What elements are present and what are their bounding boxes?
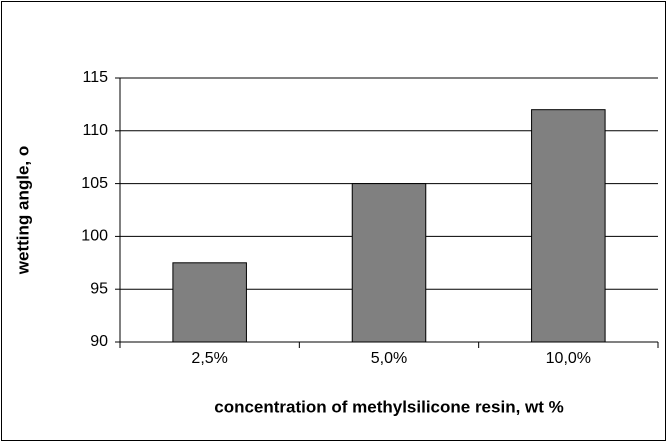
x-tick-label: 10,0% — [546, 350, 591, 367]
x-tick-label: 2,5% — [191, 350, 227, 367]
bar — [172, 262, 247, 343]
y-tick-label: 105 — [81, 175, 108, 192]
bar — [531, 109, 606, 343]
x-axis-title: concentration of methylsilicone resin, w… — [214, 397, 564, 416]
y-tick-label: 115 — [82, 69, 108, 86]
y-tick-label: 90 — [90, 333, 108, 350]
y-tick-label: 95 — [90, 280, 108, 297]
y-tick-label: 110 — [82, 122, 108, 139]
y-axis-title: wetting angle, o — [13, 146, 32, 275]
bar — [351, 183, 427, 343]
y-tick-label: 100 — [81, 228, 108, 245]
x-tick-label: 5,0% — [371, 350, 407, 367]
